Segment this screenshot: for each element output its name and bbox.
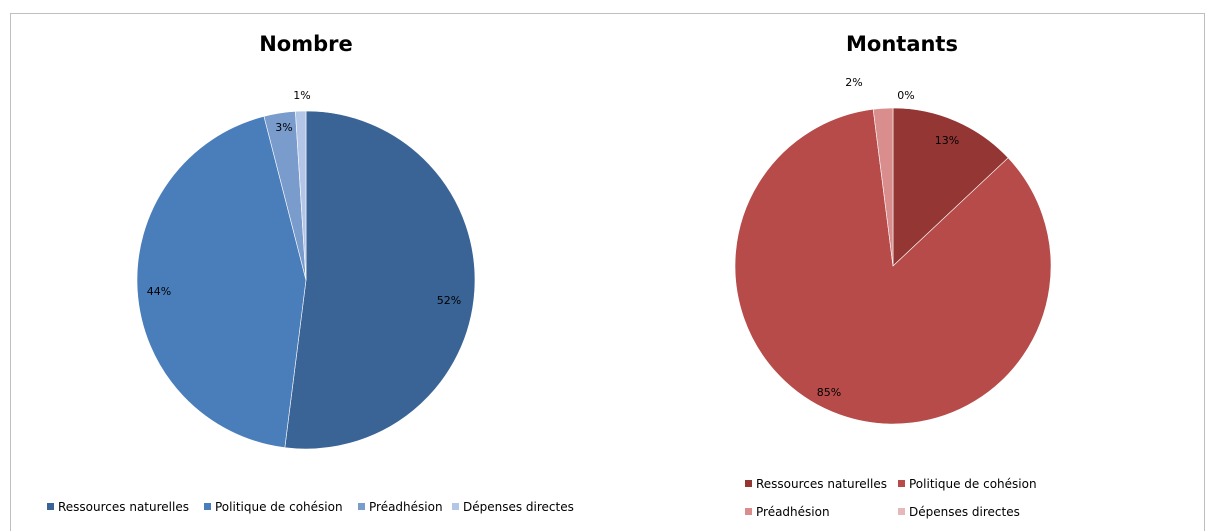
legend-label: Politique de cohésion (215, 500, 343, 514)
chart-panel-nombre: Nombre 52% 44% 3% 1% Ressources naturelles Po… (10, 13, 602, 531)
data-label: 85% (817, 386, 841, 399)
legend-swatch (47, 503, 54, 510)
pie-slice (892, 107, 1009, 267)
chart-title: Nombre (259, 32, 353, 56)
pie-slice (136, 115, 307, 449)
chart-panel-montants: Montants 13% 85% 2% 0% Ressources naturelles… (600, 13, 1205, 531)
pie-chart-nombre: 52% 44% 3% 1% Ressources naturelles Politique… (47, 89, 574, 514)
legend-swatch (452, 503, 459, 510)
legend-label: Politique de cohésion (909, 477, 1037, 491)
legend-label: Préadhésion (756, 505, 830, 519)
pie-slice (295, 110, 307, 281)
pie-chart-montants: 13% 85% 2% 0% Ressources naturelles Politique… (734, 76, 1052, 519)
legend-label: Dépenses directes (909, 505, 1020, 519)
pie-slice (284, 110, 476, 450)
data-label: 44% (147, 285, 171, 298)
legend-swatch (358, 503, 365, 510)
legend-swatch (745, 508, 752, 515)
data-label: 2% (845, 76, 862, 89)
data-label: 13% (935, 134, 959, 147)
chart-title: Montants (846, 32, 958, 56)
data-label: 1% (293, 89, 310, 102)
legend-swatch (204, 503, 211, 510)
legend-label: Ressources naturelles (58, 500, 189, 514)
data-label: 3% (275, 121, 292, 134)
legend-label: Préadhésion (369, 500, 443, 514)
legend-swatch (745, 480, 752, 487)
legend-label: Dépenses directes (463, 500, 574, 514)
pie-slice (734, 108, 1052, 425)
legend-swatch (898, 508, 905, 515)
legend-label: Ressources naturelles (756, 477, 887, 491)
legend-swatch (898, 480, 905, 487)
data-label: 52% (437, 294, 461, 307)
data-label: 0% (897, 89, 914, 102)
pie-slice (872, 107, 894, 267)
